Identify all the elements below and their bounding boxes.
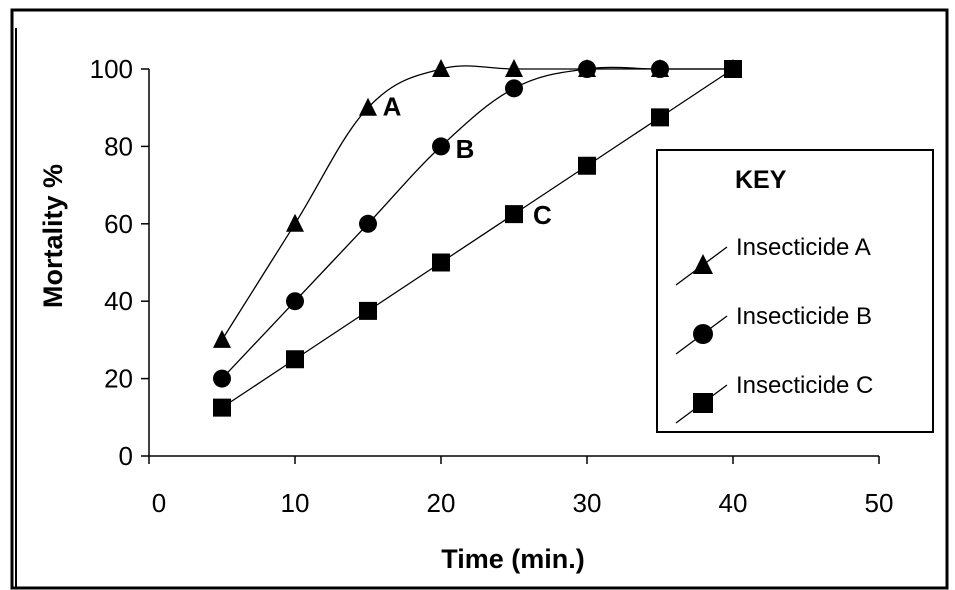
- legend-box: [656, 149, 934, 433]
- legend-marker-triangle: [693, 254, 713, 274]
- x-tick-label: 40: [719, 488, 748, 518]
- legend-label: Insecticide A: [736, 234, 871, 261]
- axes: 0 20 40 60 80 100 0 10 20 30 40 50: [90, 54, 894, 518]
- series-layer: [213, 59, 742, 417]
- data-point-circle: [432, 137, 450, 156]
- legend-items: Insecticide A Insecticide B Insecticide C: [675, 234, 873, 424]
- data-point-circle: [359, 214, 377, 233]
- y-tick-label: 100: [90, 54, 133, 84]
- legend-label: Insecticide B: [736, 303, 872, 330]
- legend-label: Insecticide C: [736, 372, 873, 399]
- data-point-triangle: [505, 59, 523, 77]
- legend-marker-square: [693, 393, 713, 413]
- x-tick-label: 20: [427, 488, 456, 518]
- data-point-triangle: [213, 329, 231, 348]
- data-point-square: [286, 350, 304, 369]
- data-point-square: [359, 301, 377, 320]
- outer-border: [10, 8, 949, 590]
- data-point-triangle: [286, 213, 304, 232]
- series-label-b: B: [456, 134, 475, 164]
- data-point-circle: [505, 79, 523, 98]
- legend-item-c: Insecticide C: [675, 372, 873, 424]
- y-tick-label: 40: [104, 286, 133, 316]
- x-tick-label: 30: [573, 488, 602, 518]
- series-line: [221, 68, 734, 409]
- data-point-square: [724, 60, 742, 78]
- data-point-circle: [213, 369, 231, 388]
- y-tick-label: 20: [104, 364, 133, 394]
- y-tick-label: 0: [119, 441, 133, 471]
- x-tick-label: 10: [281, 488, 310, 518]
- x-tick-label: 0: [152, 488, 166, 518]
- data-point-triangle: [359, 97, 377, 116]
- legend-item-b: Insecticide B: [675, 303, 872, 355]
- x-tick-label: 50: [865, 488, 894, 518]
- x-axis-title: Time (min.): [441, 544, 585, 574]
- data-point-circle: [578, 60, 596, 78]
- series-c: [213, 60, 742, 417]
- data-point-triangle: [432, 59, 450, 77]
- data-point-square: [213, 398, 231, 417]
- series-label-c: C: [533, 200, 552, 230]
- data-point-square: [505, 205, 523, 224]
- legend-marker-circle: [693, 324, 713, 344]
- legend-title: KEY: [735, 166, 787, 194]
- data-point-square: [578, 156, 596, 175]
- series-labels: A B C: [383, 91, 552, 229]
- y-tick-label: 80: [104, 131, 133, 161]
- data-point-square: [432, 253, 450, 272]
- data-point-square: [651, 108, 669, 127]
- series-label-a: A: [383, 91, 402, 121]
- data-point-circle: [651, 60, 669, 78]
- y-axis-title: Mortality %: [38, 164, 68, 308]
- data-point-circle: [286, 292, 304, 311]
- y-tick-label: 60: [104, 209, 133, 239]
- legend-item-a: Insecticide A: [675, 234, 871, 286]
